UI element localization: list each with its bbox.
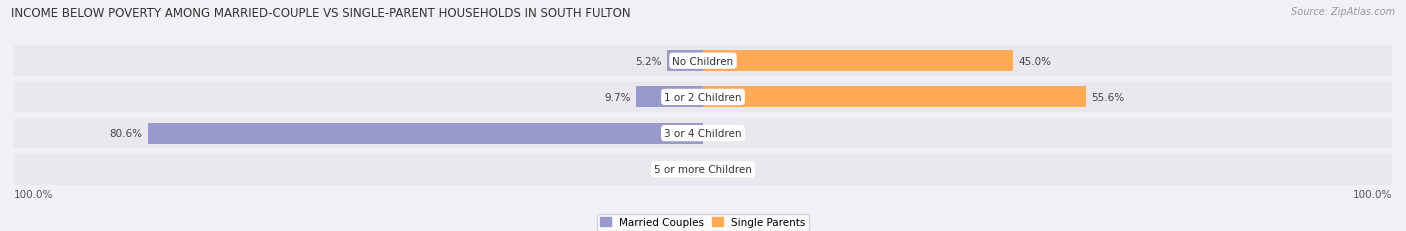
Text: 0.0%: 0.0%	[713, 128, 740, 139]
Bar	[14, 118, 1392, 149]
Bar	[14, 154, 1392, 185]
Bar	[14, 82, 1392, 113]
Text: 100.0%: 100.0%	[14, 189, 53, 199]
Bar	[703, 51, 1012, 72]
Text: 0.0%: 0.0%	[666, 165, 693, 175]
Text: No Children: No Children	[672, 56, 734, 66]
Bar	[14, 46, 1392, 77]
Text: INCOME BELOW POVERTY AMONG MARRIED-COUPLE VS SINGLE-PARENT HOUSEHOLDS IN SOUTH F: INCOME BELOW POVERTY AMONG MARRIED-COUPL…	[11, 7, 631, 20]
Text: 55.6%: 55.6%	[1091, 92, 1125, 103]
Bar	[668, 51, 703, 72]
Bar	[636, 87, 703, 108]
Bar	[148, 123, 703, 144]
Text: 3 or 4 Children: 3 or 4 Children	[664, 128, 742, 139]
Text: 0.0%: 0.0%	[713, 165, 740, 175]
Text: Source: ZipAtlas.com: Source: ZipAtlas.com	[1291, 7, 1395, 17]
Text: 1 or 2 Children: 1 or 2 Children	[664, 92, 742, 103]
Legend: Married Couples, Single Parents: Married Couples, Single Parents	[596, 214, 810, 231]
Text: 5.2%: 5.2%	[636, 56, 662, 66]
Text: 45.0%: 45.0%	[1018, 56, 1052, 66]
Bar	[703, 87, 1085, 108]
Text: 100.0%: 100.0%	[1353, 189, 1392, 199]
Text: 9.7%: 9.7%	[605, 92, 631, 103]
Text: 80.6%: 80.6%	[110, 128, 142, 139]
Text: 5 or more Children: 5 or more Children	[654, 165, 752, 175]
